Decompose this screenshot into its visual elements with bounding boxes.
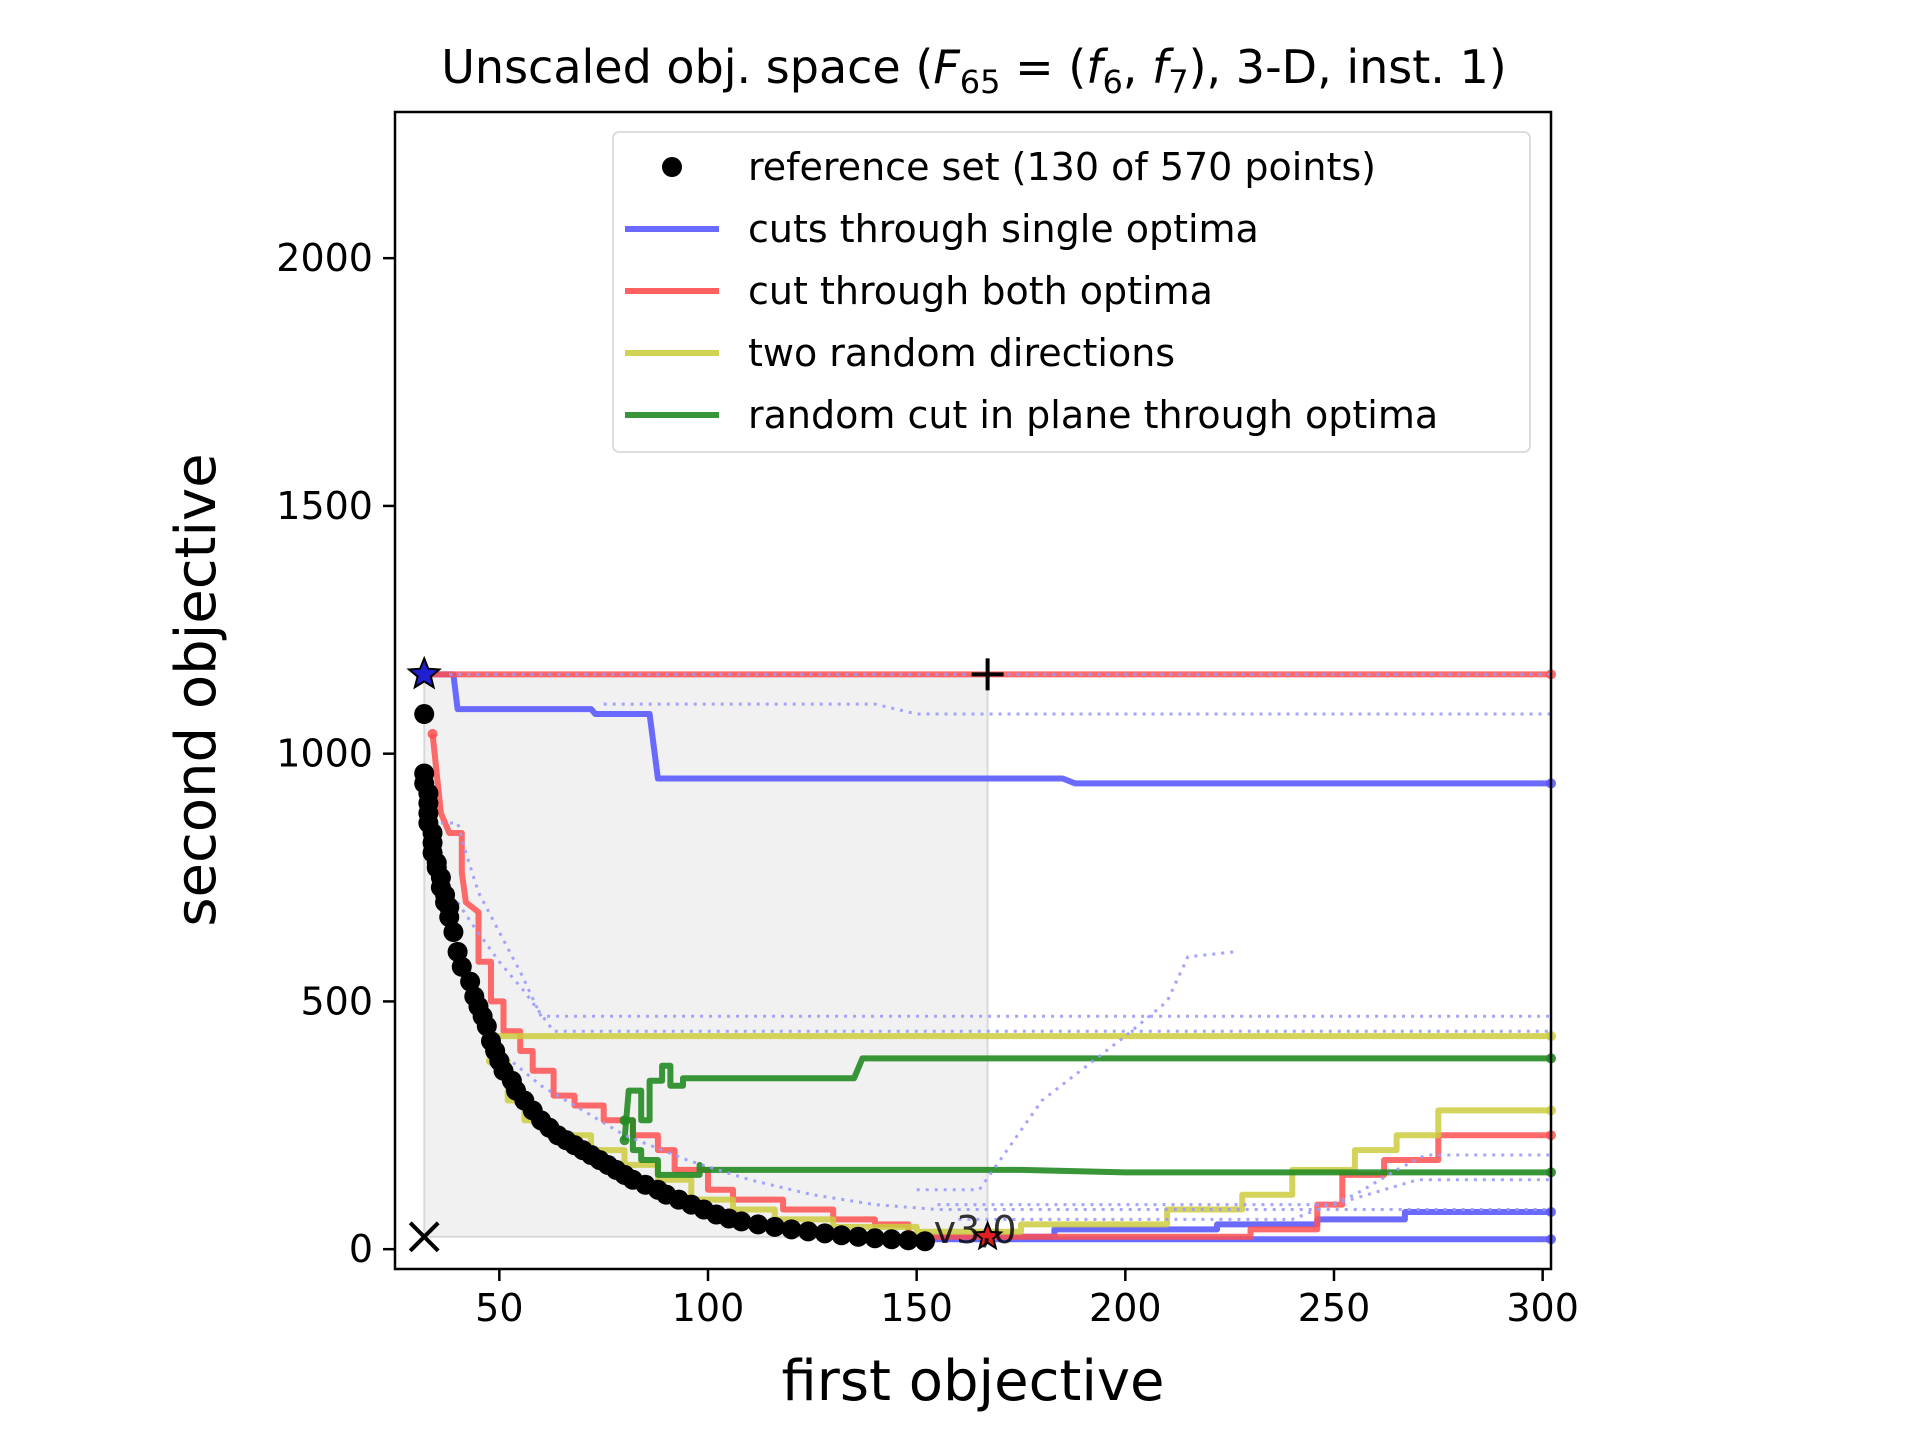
legend-marker-0 — [662, 157, 682, 177]
reference-point-18 — [443, 922, 464, 943]
x-tick-label-3: 200 — [1089, 1286, 1162, 1330]
blue-star-marker — [406, 655, 442, 690]
legend-label-0: reference set (130 of 570 points) — [748, 145, 1376, 189]
reference-set-layer — [414, 704, 936, 1252]
y-axis-label: second objective — [164, 453, 229, 926]
legend-label-1: cuts through single optima — [748, 207, 1259, 251]
reference-point-0 — [414, 704, 435, 725]
x-axis-ticks: 50 100 150 200 250 300 — [475, 1269, 1579, 1330]
legend-label-3: two random directions — [748, 331, 1175, 375]
plot-frame — [393, 110, 1553, 1271]
legend-label-4: random cut in plane through optima — [748, 393, 1438, 437]
cross-marker — [408, 1221, 440, 1253]
x-tick-label-5: 300 — [1506, 1286, 1579, 1330]
series-4-endpoint-0 — [427, 728, 438, 739]
y-tick-label-0: 0 — [349, 1227, 373, 1271]
reference-point-55 — [748, 1214, 769, 1235]
y-axis-ticks: 0 500 1000 1500 2000 — [276, 236, 395, 1271]
marker-layer — [406, 655, 1004, 1253]
y-tick-label-3: 1500 — [276, 484, 373, 528]
reference-point-64 — [898, 1230, 919, 1251]
legend-label-2: cut through both optima — [748, 269, 1213, 313]
series-line-14 — [916, 950, 1234, 1192]
reference-point-59 — [814, 1223, 835, 1244]
series-line-11 — [440, 821, 1551, 1018]
reference-point-20 — [451, 956, 472, 977]
x-tick-label-4: 250 — [1298, 1286, 1371, 1330]
reference-point-65 — [915, 1231, 936, 1252]
reference-region — [423, 673, 989, 1238]
x-tick-label-2: 150 — [880, 1286, 953, 1330]
reference-box-layer — [423, 673, 989, 1238]
x-tick-label-1: 100 — [672, 1286, 745, 1330]
series-line-1 — [908, 1209, 1551, 1240]
reference-point-58 — [798, 1221, 819, 1242]
chart-title: Unscaled obj. space (F65 = (f6, f7), 3-D… — [441, 40, 1506, 101]
y-tick-label-2: 1000 — [276, 732, 373, 776]
reference-point-57 — [781, 1219, 802, 1240]
plus-marker — [971, 658, 1004, 691]
reference-point-56 — [764, 1216, 785, 1237]
legend: reference set (130 of 570 points) cuts th… — [612, 131, 1531, 453]
series-8-endpoint-0 — [619, 1115, 630, 1126]
y-tick-label-1: 500 — [300, 979, 373, 1023]
annotation-label: v3,0 — [934, 1208, 1017, 1252]
x-tick-label-0: 50 — [475, 1286, 523, 1330]
series-line-10 — [603, 702, 1551, 716]
red-star-marker — [971, 1220, 1004, 1251]
reference-point-61 — [848, 1226, 869, 1247]
series-line-13 — [498, 1049, 1551, 1211]
reference-point-63 — [881, 1229, 902, 1250]
y-tick-label-4: 2000 — [276, 236, 373, 280]
x-axis-label: first objective — [782, 1349, 1165, 1414]
legend-box — [612, 131, 1531, 453]
series-line-7 — [621, 1055, 1551, 1141]
series-line-4 — [429, 733, 1551, 1240]
series-line-8 — [624, 1117, 1551, 1178]
reference-point-60 — [831, 1225, 852, 1246]
series-line-12 — [456, 901, 1551, 1033]
series-line-0 — [424, 671, 1551, 787]
reference-point-54 — [731, 1211, 752, 1232]
series-line-16 — [958, 1153, 1551, 1221]
reference-point-62 — [864, 1228, 885, 1249]
